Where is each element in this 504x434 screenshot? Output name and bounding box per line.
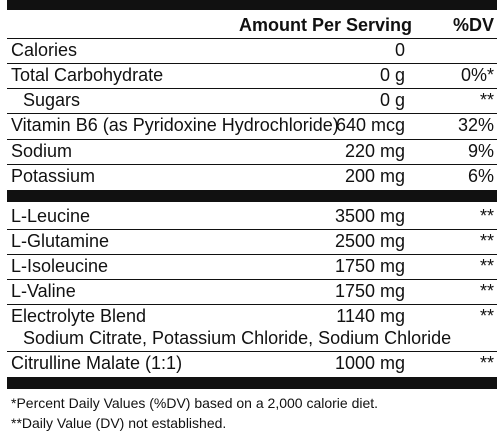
amount-per-serving-header: Amount Per Serving (238, 15, 412, 35)
ingredient-row-l-leucine: L-Leucine 3500 mg ** (7, 204, 497, 229)
ingredient-dv: ** (479, 353, 494, 373)
row-divider (7, 63, 497, 64)
ingredient-name: L-Glutamine (11, 231, 110, 251)
ingredient-name: Citrulline Malate (1:1) (11, 353, 183, 373)
supplement-facts-panel: Amount Per Serving %DV Calories 0 Total … (7, 0, 497, 434)
ingredient-name: L-Isoleucine (11, 256, 109, 276)
nutrient-row-total-carbohydrate: Total Carbohydrate 0 g 0%* (7, 63, 497, 88)
nutrient-dv: ** (479, 90, 494, 110)
row-divider (7, 279, 497, 280)
row-divider (7, 88, 497, 89)
nutrient-amount: 0 g (379, 90, 405, 110)
nutrient-row-potassium: Potassium 200 mg 6% (7, 164, 497, 189)
ingredient-name: L-Leucine (11, 206, 91, 226)
ingredient-name: L-Valine (11, 281, 76, 301)
ingredient-amount: 3500 mg (334, 206, 405, 226)
nutrient-name: Sugars (23, 90, 81, 110)
nutrient-dv: 6% (467, 166, 494, 186)
ingredient-amount: 2500 mg (334, 231, 405, 251)
ingredient-row-l-isoleucine: L-Isoleucine 1750 mg ** (7, 254, 497, 279)
nutrient-row-sodium: Sodium 220 mg 9% (7, 139, 497, 164)
nutrient-name: Potassium (11, 166, 96, 186)
section-bar (7, 190, 497, 202)
ingredient-dv: ** (479, 281, 494, 301)
ingredient-row-citrulline-malate: Citrulline Malate (1:1) 1000 mg ** (7, 351, 497, 376)
nutrient-amount: 0 g (379, 65, 405, 85)
ingredient-dv: ** (479, 256, 494, 276)
nutrient-name: Vitamin B6 (as Pyridoxine Hydrochloride) (11, 115, 339, 135)
nutrient-name: Total Carbohydrate (11, 65, 164, 85)
nutrient-amount: 200 mg (344, 166, 405, 186)
percent-dv-header: %DV (452, 15, 494, 35)
ingredient-row-l-glutamine: L-Glutamine 2500 mg ** (7, 229, 497, 254)
row-divider (7, 304, 497, 305)
nutrient-amount: 640 mcg (335, 115, 405, 135)
footer-bar (7, 377, 497, 389)
ingredient-row-electrolyte-blend: Electrolyte Blend 1140 mg ** (7, 304, 497, 329)
top-bar (7, 0, 497, 10)
ingredient-amount: 1750 mg (334, 256, 405, 276)
footnote-dv-not-established: **Daily Value (DV) not established. (11, 415, 227, 431)
nutrient-dv: 9% (467, 141, 494, 161)
ingredient-dv: ** (479, 306, 494, 326)
nutrient-dv: 0%* (460, 65, 494, 85)
ingredient-amount: 1750 mg (334, 281, 405, 301)
ingredient-row-l-valine: L-Valine 1750 mg ** (7, 279, 497, 304)
header-divider (7, 38, 497, 39)
row-divider (7, 351, 497, 352)
nutrient-name: Sodium (11, 141, 73, 161)
electrolyte-blend-components: Sodium Citrate, Potassium Chloride, Sodi… (23, 328, 452, 348)
row-divider (7, 164, 497, 165)
footnote-percent-dv: *Percent Daily Values (%DV) based on a 2… (11, 395, 379, 411)
ingredient-amount: 1000 mg (334, 353, 405, 373)
ingredient-dv: ** (479, 231, 494, 251)
nutrient-name: Calories (11, 40, 78, 60)
nutrient-row-sugars: Sugars 0 g ** (7, 88, 497, 113)
nutrient-amount: 0 (394, 40, 405, 60)
ingredient-dv: ** (479, 206, 494, 226)
row-divider (7, 254, 497, 255)
nutrient-row-vitamin-b6: Vitamin B6 (as Pyridoxine Hydrochloride)… (7, 113, 497, 138)
row-divider (7, 139, 497, 140)
ingredient-name: Electrolyte Blend (11, 306, 147, 326)
nutrient-dv: 32% (457, 115, 494, 135)
nutrient-row-calories: Calories 0 (7, 38, 497, 63)
row-divider (7, 229, 497, 230)
row-divider (7, 113, 497, 114)
nutrient-amount: 220 mg (344, 141, 405, 161)
ingredient-amount: 1140 mg (336, 306, 405, 326)
